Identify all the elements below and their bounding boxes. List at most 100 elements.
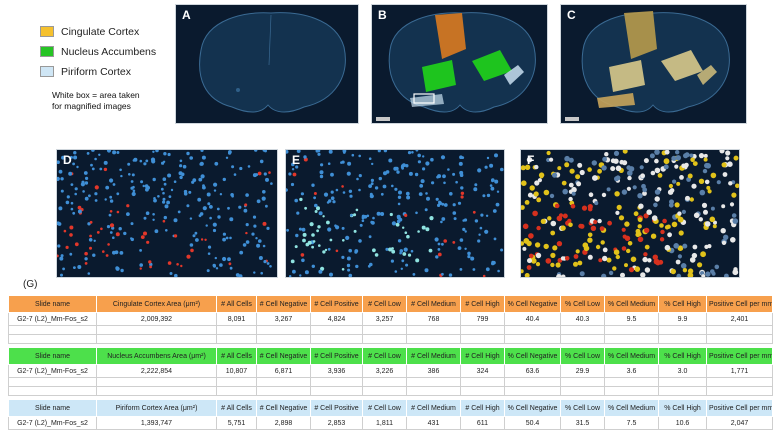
cell-dot xyxy=(109,195,113,199)
cell-dot xyxy=(227,206,230,210)
cell-dot xyxy=(556,274,562,277)
cell-dot xyxy=(470,256,475,261)
cell-dot xyxy=(526,265,532,270)
cell-dot xyxy=(583,245,590,252)
cell-dot xyxy=(700,271,705,276)
cell-dot xyxy=(459,170,464,175)
cell-dot xyxy=(437,242,441,246)
cell-dot xyxy=(261,196,266,201)
cell-dot xyxy=(521,269,524,274)
cell-dot xyxy=(705,271,711,277)
cell-dot xyxy=(161,161,165,165)
cell-dot xyxy=(618,215,625,221)
cell-dot xyxy=(109,210,113,213)
cell-dot xyxy=(228,262,232,266)
cell-dot xyxy=(675,259,681,265)
cell-dot xyxy=(642,191,647,196)
header-cell: % Cell Medium xyxy=(604,295,659,313)
cell-dot xyxy=(493,237,497,241)
cell-dot xyxy=(300,253,305,257)
cell-dot xyxy=(179,164,183,168)
cell-dot xyxy=(659,223,664,228)
table-row: G2-7 (L2)_Mm-Fos_s2 1,393,747 5,751 2,89… xyxy=(8,416,773,430)
cell-dot xyxy=(533,191,539,197)
cell-dot xyxy=(244,203,248,207)
cell-dot xyxy=(687,268,694,274)
cell-dot xyxy=(532,210,538,217)
cell-dot xyxy=(422,155,425,158)
cell-dot xyxy=(262,150,266,152)
cell-dot xyxy=(628,267,635,273)
cell-dot xyxy=(173,180,177,183)
cell-dot xyxy=(112,236,115,239)
cell-dot xyxy=(619,159,624,165)
cell-dot xyxy=(573,254,579,259)
cell-dot xyxy=(294,198,298,203)
cell-dot xyxy=(443,203,448,207)
cell-dot xyxy=(63,229,67,233)
cell-dot xyxy=(286,228,289,232)
cell-dot xyxy=(167,152,171,157)
cell-dot xyxy=(621,246,627,251)
cell-dot xyxy=(494,179,499,184)
header-cell: Slide name xyxy=(8,399,97,417)
cell-dot xyxy=(402,252,407,256)
cell-dot xyxy=(431,181,435,185)
cell-dot xyxy=(657,173,663,178)
cell-dot xyxy=(650,233,657,239)
cell-dot xyxy=(341,268,345,271)
cell-dot xyxy=(290,259,295,264)
cell-dot xyxy=(152,218,155,221)
cell-dot xyxy=(289,275,292,277)
cell-dot xyxy=(654,196,660,202)
cell-dot xyxy=(118,227,122,231)
cell-dot xyxy=(177,210,181,214)
cell-dot xyxy=(94,192,98,196)
cell-dot xyxy=(303,155,307,159)
header-cell: # Cell Negative xyxy=(256,295,311,313)
nucleus-accumbens-table: Slide name Nucleus Accumbens Area (μm²) … xyxy=(8,347,773,396)
cell-dot xyxy=(212,228,217,233)
cell-dot xyxy=(578,223,583,229)
cell-dot xyxy=(312,240,316,243)
cell-dot xyxy=(149,262,153,267)
cell-dot xyxy=(313,196,316,200)
cell-dot xyxy=(87,272,91,275)
header-cell: # Cell Medium xyxy=(406,347,461,365)
table-cell: 324 xyxy=(460,364,505,378)
cell-dot xyxy=(371,221,375,225)
table-cell: 5,751 xyxy=(216,416,257,430)
cell-dot xyxy=(674,202,680,208)
header-cell: # Cell High xyxy=(460,347,505,365)
cell-dot xyxy=(304,206,307,210)
cell-dot xyxy=(672,179,677,184)
cell-dot xyxy=(324,248,328,252)
cell-dot xyxy=(677,216,684,223)
cell-dot xyxy=(189,243,194,247)
cell-dot xyxy=(355,264,359,269)
cell-dot xyxy=(328,150,333,154)
cell-dot xyxy=(294,245,298,249)
cell-dot xyxy=(354,249,359,253)
cell-dot xyxy=(227,257,231,262)
cell-dot xyxy=(186,254,191,259)
cell-dot xyxy=(719,150,725,154)
cell-dot xyxy=(614,191,620,197)
cell-dot xyxy=(192,234,196,238)
cell-dot xyxy=(602,156,607,162)
cell-dot xyxy=(568,157,574,163)
cell-dot xyxy=(132,159,136,162)
cell-dot xyxy=(69,225,74,230)
cell-dot xyxy=(654,150,660,155)
cell-dot xyxy=(372,216,375,220)
cell-dot xyxy=(190,248,194,253)
cell-dot xyxy=(441,242,444,246)
cell-dot xyxy=(704,162,710,169)
cell-dot xyxy=(102,250,105,253)
cell-dot xyxy=(57,244,61,248)
table-cell: 63.6 xyxy=(504,364,561,378)
cell-dot xyxy=(139,263,143,267)
cell-dot xyxy=(536,225,541,231)
table-cell: 7.5 xyxy=(604,416,659,430)
cell-dot xyxy=(496,190,500,193)
